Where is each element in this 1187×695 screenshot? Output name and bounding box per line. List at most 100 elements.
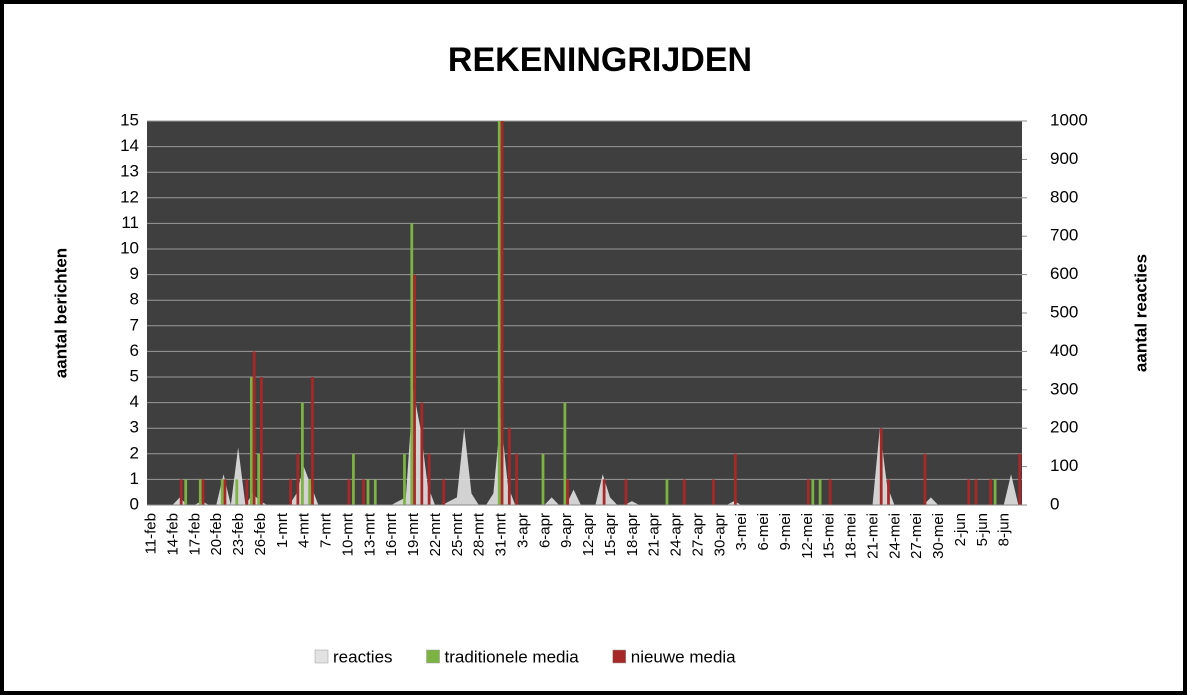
x-tick-label: 12-mei — [799, 513, 816, 559]
x-tick-label: 16-mrt — [383, 512, 400, 556]
legend-label: nieuwe media — [631, 647, 736, 666]
bar — [235, 479, 239, 505]
y-tick-label: 10 — [120, 238, 139, 257]
x-tick-label: 11-feb — [143, 513, 160, 554]
legend-label: traditionele media — [445, 647, 580, 666]
y-tick-label: 5 — [130, 366, 139, 385]
bar — [301, 402, 304, 505]
y-tick-label: 3 — [130, 418, 139, 437]
bar — [223, 479, 227, 505]
x-tick-label: 9-mei — [777, 513, 794, 551]
bar — [989, 479, 992, 505]
x-tick-label: 18-apr — [624, 513, 641, 556]
x-tick-label: 21-mei — [864, 513, 881, 559]
bar — [260, 377, 263, 505]
bar — [828, 479, 832, 505]
bar — [352, 453, 355, 505]
x-tick-label: 12-apr — [580, 513, 597, 556]
y-tick-label: 7 — [130, 315, 139, 334]
bar — [245, 479, 249, 505]
plot-area — [147, 121, 1022, 505]
bar — [974, 479, 978, 505]
x-tick-label: 22-mrt — [427, 512, 444, 556]
x-tick-label: 23-feb — [230, 513, 247, 556]
bar — [347, 479, 351, 505]
bar — [257, 453, 261, 505]
bar — [923, 453, 927, 505]
x-tick-label: 26-feb — [252, 513, 269, 556]
y-tick-label: 9 — [130, 264, 139, 283]
x-tick-label: 28-mrt — [471, 512, 488, 556]
bar — [733, 453, 737, 505]
y-tick-label: 11 — [121, 213, 139, 232]
x-tick-label: 24-mei — [886, 513, 903, 559]
y-tick-label: 0 — [130, 494, 139, 513]
bar — [308, 479, 312, 505]
x-tick-label: 15-apr — [602, 513, 619, 556]
x-tick-label: 27-apr — [689, 513, 706, 556]
bar — [184, 479, 188, 505]
x-tick-label: 3-mei — [733, 513, 750, 551]
y2-tick-label: 1000 — [1050, 110, 1088, 129]
bar — [887, 479, 890, 505]
bar — [712, 479, 715, 505]
y-tick-label: 1 — [130, 469, 139, 488]
y-tick-label: 6 — [130, 341, 139, 360]
chart-title: REKENINGRIJDEN — [448, 41, 752, 79]
y2-tick-label: 800 — [1050, 187, 1078, 206]
x-tick-label: 5-jun — [974, 513, 991, 546]
y-tick-label: 12 — [120, 187, 139, 206]
bar — [311, 377, 314, 505]
bar — [362, 479, 365, 505]
y2-tick-label: 300 — [1050, 379, 1078, 398]
legend-swatch — [426, 649, 440, 664]
bar — [818, 479, 822, 505]
x-tick-label: 20-feb — [208, 513, 225, 556]
x-tick-label: 10-mrt — [339, 512, 356, 556]
y-tick-label: 14 — [120, 136, 139, 155]
y2-tick-label: 900 — [1050, 149, 1078, 168]
bar — [806, 479, 810, 505]
x-tick-label: 6-mei — [755, 513, 772, 551]
y2-tick-label: 200 — [1050, 418, 1078, 437]
bar — [296, 453, 300, 505]
y2-tick-label: 500 — [1050, 302, 1078, 321]
bar — [442, 479, 446, 505]
x-tick-label: 2-jun — [952, 513, 969, 546]
bar — [566, 479, 570, 505]
bar — [403, 453, 406, 505]
bar — [993, 479, 997, 505]
y-tick-label: 8 — [130, 290, 139, 309]
reacties-area — [147, 389, 1022, 505]
x-tick-label: 24-apr — [668, 513, 685, 556]
y-tick-label: 13 — [120, 162, 139, 181]
bar — [507, 428, 511, 505]
bar — [410, 223, 414, 505]
bar — [497, 121, 501, 505]
bar — [420, 402, 424, 505]
y-tick-label: 15 — [120, 110, 139, 129]
bar — [198, 479, 202, 505]
x-tick-label: 30-mei — [930, 513, 947, 559]
bar — [541, 453, 545, 505]
bar — [220, 479, 224, 505]
bar — [373, 479, 377, 505]
bar — [252, 351, 256, 505]
y2-tick-label: 100 — [1050, 456, 1078, 475]
x-tick-label: 15-mei — [821, 513, 838, 559]
bar — [515, 453, 518, 505]
x-tick-label: 3-apr — [514, 513, 531, 548]
bar — [811, 479, 815, 505]
bar — [682, 479, 686, 505]
bar — [563, 402, 567, 505]
bar — [249, 377, 253, 505]
x-tick-label: 9-apr — [558, 513, 575, 548]
x-tick-label: 4-mrt — [296, 512, 313, 548]
bar — [665, 479, 669, 505]
legend-swatch — [314, 649, 329, 664]
x-tick-label: 7-mrt — [318, 512, 335, 548]
y2-tick-label: 0 — [1050, 494, 1059, 513]
legend-label: reacties — [333, 647, 393, 666]
y2-tick-label: 700 — [1050, 226, 1078, 245]
